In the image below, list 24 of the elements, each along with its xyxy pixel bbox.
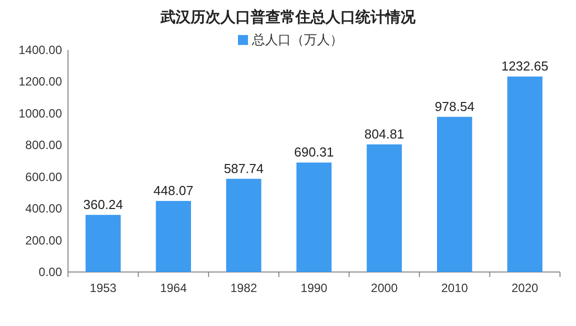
xtick: 2020 [512,281,538,295]
xtick: 1953 [90,281,116,295]
data-label: 804.81 [364,126,404,142]
data-label: 360.24 [83,196,124,212]
legend-label: 总人口（万人） [252,32,343,47]
data-label: 690.31 [294,144,334,160]
ytick: 200.00 [25,233,62,248]
xtick: 2010 [441,281,468,295]
ytick: 1200.00 [18,74,62,89]
ytick: 400.00 [25,202,62,216]
xtick: 1964 [160,281,187,295]
data-label: 978.54 [434,98,474,114]
data-label: 587.74 [224,160,264,176]
ytick: 600.00 [25,170,62,184]
ytick: 1000.00 [18,106,62,120]
data-label: 1232.65 [501,58,548,74]
xtick: 1982 [230,281,258,295]
xtick: 2000 [370,281,398,295]
xtick: 1990 [300,281,328,295]
ytick: 1400.00 [18,43,62,57]
ytick: 0.00 [38,265,62,279]
title: 武汉历次人口普查常住总人口统计情况 [160,9,416,26]
data-label: 448.07 [154,182,194,198]
ytick: 800.00 [25,138,62,152]
